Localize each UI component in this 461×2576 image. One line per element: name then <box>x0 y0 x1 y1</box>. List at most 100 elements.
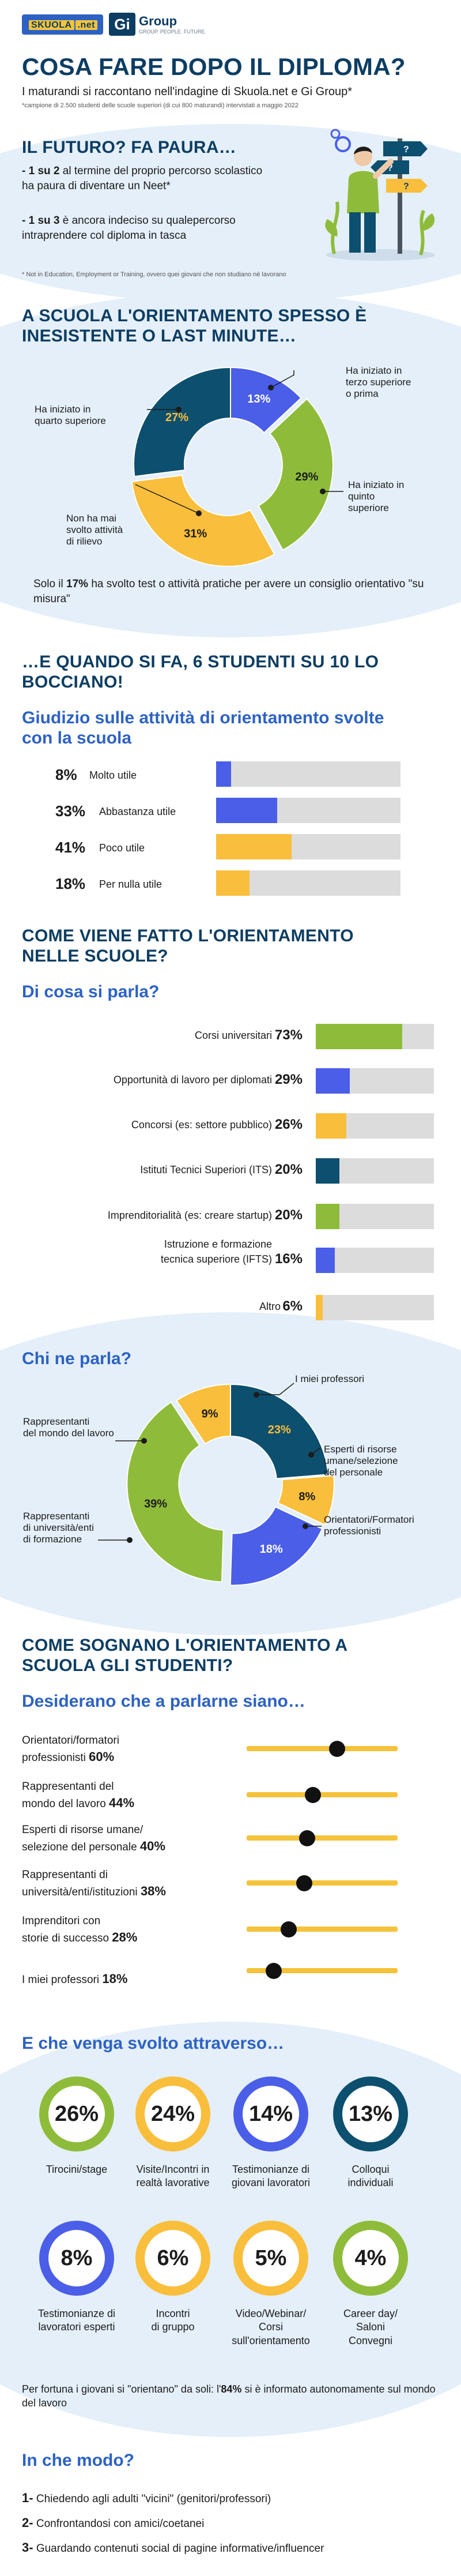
sognano-slider-track <box>247 1786 398 1803</box>
bocciano-label: Molto utile <box>89 769 137 781</box>
attraverso-ring-label: Visite/Incontri in realtà lavorative <box>136 2164 210 2189</box>
come-fatto-title: COME VIENE FATTO L'ORIENTAMENTO NELLE SC… <box>22 926 354 966</box>
sognano-label: Orientatori/formatori <box>22 1734 119 1747</box>
sample-note: *campione di 2.500 studenti delle scuole… <box>22 102 298 109</box>
come-item-2: 2- Confrontandosi con amici/coetanei <box>22 2515 205 2530</box>
bocciano-label: Abbastanza utile <box>99 806 176 817</box>
attraverso-ring-value: 4% <box>342 2230 399 2286</box>
sognano-label-line2: storie di successo 28% <box>22 1930 138 1944</box>
chi-subtitle: Chi ne parla? <box>22 1349 132 1368</box>
pie1-label-quarto: Ha iniziato in quarto superiore <box>35 404 106 426</box>
pie2-label-orientatori: Orientatori/Formatori professionisti <box>324 1514 414 1537</box>
cosa-bar <box>316 1204 339 1229</box>
bocciano-bar-track <box>216 761 400 787</box>
pie1-slice-0 <box>230 366 302 434</box>
future-point-2: - 1 su 3 è ancora indeciso su qualeperco… <box>22 215 236 242</box>
sognano-label-line2: professionisti 60% <box>22 1749 115 1764</box>
pie2-value-label-0: 23% <box>268 1424 291 1436</box>
sign-label-3: ? <box>403 182 409 191</box>
cosa-label: Corsi universitari <box>194 1030 272 1041</box>
sognano-pct: 18% <box>102 1972 128 1986</box>
cosa-pct: 29% <box>274 1072 303 1087</box>
pie1-slice-1 <box>258 398 334 551</box>
pie1-value-label-3: 27% <box>165 411 188 424</box>
attraverso-ring: 6% <box>135 2221 210 2296</box>
attraverso-ring: 26% <box>39 2076 114 2151</box>
pie1-label-mai: Non ha mai svolto attività di rilievo <box>66 513 123 547</box>
neet-note: * Not in Education, Employment or Traini… <box>22 271 286 278</box>
gigroup-logo: Gi Group GROUP. PEOPLE. FUTURE. <box>109 13 206 36</box>
sognano-title: COME SOGNANO L'ORIENTAMENTO A SCUOLA GLI… <box>22 1636 348 1676</box>
sognano-label-line2: I miei professori 18% <box>22 1972 128 1986</box>
pie2-label-esperti: Esperti di risorse umane/selezione del per… <box>324 1444 398 1478</box>
bocciano-bar <box>216 798 277 823</box>
sognano-pct: 38% <box>140 1884 166 1898</box>
sognano-slider-track <box>247 1962 398 1979</box>
attraverso-note: Per fortuna i giovani si "orientano" da … <box>22 2383 436 2409</box>
pie1-value-label-0: 13% <box>247 393 270 405</box>
attraverso-ring-label: Testimonianze di giovani lavoratori <box>231 2164 311 2189</box>
sognano-slider-dot <box>266 1962 282 1979</box>
logo-group: SKUOLA .net Gi Group GROUP. PEOPLE. FUTURE… <box>22 13 206 36</box>
pie-inizio-orientamento: 13% 29% 31% 27% Ha iniziato in terzo superio… <box>35 365 411 567</box>
sognano-pct: 60% <box>89 1749 115 1764</box>
future-point-1: - 1 su 2 al termine del proprio percorso… <box>22 165 263 192</box>
sognano-slider-dot <box>281 1921 297 1937</box>
cosa-pct: 20% <box>274 1207 303 1223</box>
pie2-slice-3 <box>126 1401 224 1583</box>
cosa-pct: 16% <box>274 1251 303 1267</box>
sognano-pct: 44% <box>109 1796 135 1810</box>
pie2-value-label-3: 39% <box>144 1498 167 1511</box>
pie1-value-label-1: 29% <box>295 471 318 483</box>
cosa-bar <box>316 1113 347 1139</box>
bocciano-bar <box>216 834 292 859</box>
desiderano-subtitle: Desiderano che a parlarne siano… <box>22 1692 305 1711</box>
cosa-bar-track <box>316 1248 434 1273</box>
pie2-value-label-4: 9% <box>202 1407 218 1420</box>
attraverso-ring-label: Testimonianze di lavoratori esperti <box>37 2308 116 2333</box>
cosa-label: Istruzione e formazione <box>164 1238 272 1250</box>
future-title: IL FUTURO? FA PAURA… <box>22 138 237 157</box>
bocciano-bar <box>216 870 250 896</box>
pie2-slice-2 <box>229 1506 323 1586</box>
start-section-title: A SCUOLA L'ORIENTAMENTO SPESSO È INESIST… <box>22 306 367 346</box>
cosa-label: tecnica superiore (IFTS) <box>160 1253 272 1265</box>
attraverso-subtitle: E che venga svolto attraverso… <box>22 2034 285 2053</box>
cosa-bar-track <box>316 1204 434 1229</box>
page-title: COSA FARE DOPO IL DIPLOMA? <box>22 53 406 80</box>
bocciano-bar-track <box>216 870 400 896</box>
pie1-label-terzo: Ha iniziato in terzo superiore o prima <box>346 365 411 399</box>
bocciano-pct: 33% <box>55 802 86 820</box>
come-item-3: 3- Guardando contenuti social di pagine … <box>22 2540 324 2555</box>
attraverso-ring-label: Career day/Saloni Convegni <box>343 2308 398 2346</box>
cosa-label: Altro <box>259 1301 281 1312</box>
pie1-label-quinto: Ha iniziato in quinto superiore <box>348 479 404 513</box>
bocciano-label: Poco utile <box>99 842 145 854</box>
cosa-label: Opportunità di lavoro per diplomati <box>113 1074 272 1086</box>
sognano-pct: 40% <box>139 1839 165 1853</box>
cosa-bar <box>316 1158 339 1184</box>
sognano-label-line2: università/enti/istituzioni 38% <box>22 1884 166 1898</box>
sognano-slider-dot <box>329 1740 346 1757</box>
cosa-bar-track <box>316 1158 434 1184</box>
attraverso-ring-label: Video/Webinar/Corsi sull'orientamento <box>232 2308 310 2346</box>
attraverso-ring-value: 8% <box>48 2230 105 2286</box>
pie2-value-label-1: 8% <box>298 1490 315 1503</box>
bocciano-pct: 8% <box>55 766 77 783</box>
sognano-slider-track <box>247 1740 398 1757</box>
attraverso-ring: 8% <box>39 2221 114 2296</box>
pie2-slice-1 <box>277 1474 335 1526</box>
cosa-bar-track <box>316 1113 434 1139</box>
pie2-slice-0 <box>230 1383 329 1479</box>
come-item-1: 1- Chiedendo agli adulti "vicini" (genit… <box>22 2491 271 2505</box>
bocciano-bar-track <box>216 834 400 859</box>
skuola-logo: SKUOLA .net <box>22 14 104 35</box>
sognano-slider-track <box>247 1921 398 1937</box>
cosa-bar <box>316 1248 335 1273</box>
attraverso-ring-label: Colloqui individuali <box>347 2164 394 2189</box>
pie-chi-ne-parla: 23% 8% 18% 39% 9% I miei professori Esperti … <box>23 1373 414 1586</box>
bocciano-pct: 41% <box>55 839 86 856</box>
bocciano-pct: 18% <box>55 875 86 892</box>
attraverso-ring-value: 5% <box>243 2230 299 2286</box>
